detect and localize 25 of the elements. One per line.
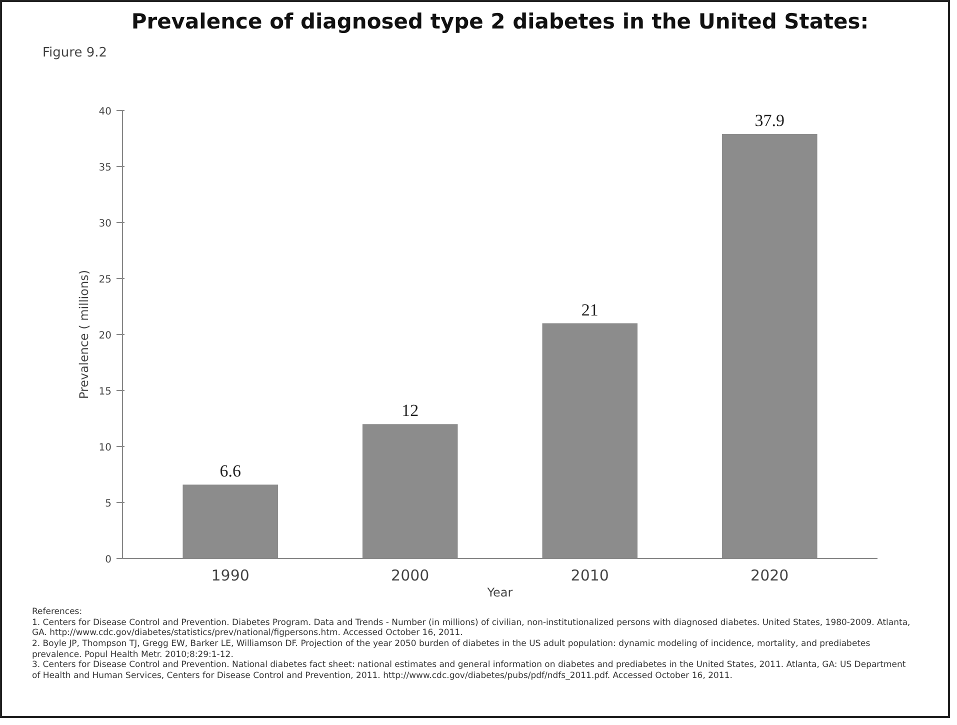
y-tick-label: 25 (98, 274, 112, 286)
x-tick-label: 2000 (391, 566, 430, 584)
data-label: 37.9 (754, 111, 785, 130)
x-tick-label: 2020 (750, 566, 789, 584)
x-tick-label: 1990 (211, 566, 250, 584)
text: References: (32, 607, 84, 618)
x-tick-label: 2010 (570, 566, 609, 584)
y-tick-label: 35 (98, 162, 112, 174)
data-label: 12 (402, 401, 419, 420)
data-label: 21 (581, 300, 598, 320)
x-axis-title: Year (486, 586, 513, 600)
y-axis-title: Prevalence ( millions) (76, 270, 91, 400)
chart-title: Prevalence of diagnosed type 2 diabetes in the United States: (131, 10, 869, 34)
y-tick-label: 10 (98, 442, 112, 454)
caption: Figure 9.2 (42, 46, 107, 60)
y-tick-label: 40 (98, 106, 112, 118)
y-tick-label: 30 (98, 218, 112, 230)
data-label: 6.6 (220, 462, 241, 481)
y-tick-label: 5 (105, 498, 112, 510)
text: 1. Centers for Disease Control and Prevention. Diabetes Program. Data and Trends - Number (in millions) of civilian, non-institutionalized persons with diagnosed diabetes. United States, 1980-2009. Atlanta, GA. http://www.cdc.gov/diabetes/statistics/prev/national/figpersons.htm. Accessed October 16, 2011. (32, 618, 912, 639)
text: 2. Boyle JP, Thompson TJ, Gregg EW, Barker LE, Williamson DF. Projection of the year 2050 burden of diabetes in the US adult population: dynamic modeling of incidence, mortality, and prediabetes prevalence. Popul Health Metr. 2010;8:29:1-12. (32, 638, 872, 660)
y-tick-label: 0 (105, 554, 112, 566)
text: 3. Centers for Disease Control and Prevention. National diabetes fact sheet: national estimates and general information on diabetes and prediabetes in the United States, 2011. Atlanta, GA: US Department of Health and Human Services, Centers for Disease Control and Prevention, 2011. http://www.cdc.gov/diabetes/pubs/pdf/ndfs_2011.pdf. Accessed October 16, 2011. (32, 660, 907, 682)
y-tick-label: 20 (98, 330, 112, 342)
y-tick-label: 15 (98, 386, 112, 398)
